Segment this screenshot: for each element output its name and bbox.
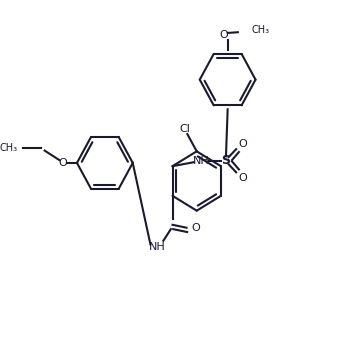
Text: Cl: Cl xyxy=(179,125,190,134)
Text: NH: NH xyxy=(193,156,210,166)
Text: CH₃: CH₃ xyxy=(252,25,270,35)
Text: O: O xyxy=(219,30,228,40)
Text: CH₃: CH₃ xyxy=(0,143,18,153)
Text: S: S xyxy=(221,154,230,167)
Text: NH: NH xyxy=(149,242,166,252)
Text: O: O xyxy=(58,158,67,168)
Text: O: O xyxy=(191,223,200,233)
Text: O: O xyxy=(239,139,247,149)
Text: O: O xyxy=(239,173,247,183)
